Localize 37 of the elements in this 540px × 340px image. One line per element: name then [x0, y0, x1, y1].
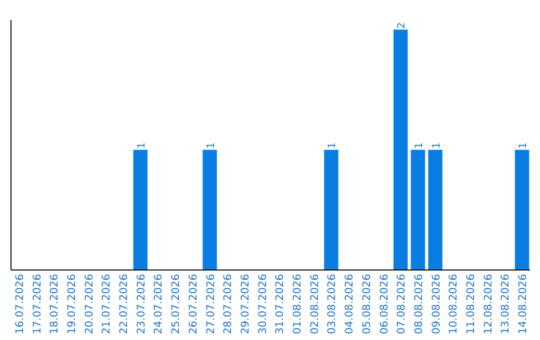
x-tick-label: 22.07.2026: [118, 274, 130, 334]
data-label: 1: [518, 142, 530, 149]
data-label: 1: [206, 142, 217, 149]
x-tick-label: 24.07.2026: [152, 274, 165, 334]
x-tick-label: 04.08.2026: [344, 274, 356, 334]
x-tick-label: 26.07.2026: [187, 274, 200, 334]
x-tick-label: 19.07.2026: [66, 274, 78, 334]
data-label: 1: [136, 142, 148, 149]
x-tick-label: 16.07.2026: [14, 274, 26, 334]
data-label: 1: [431, 142, 442, 149]
x-tick-label: 10.08.2026: [448, 274, 460, 334]
x-tick-label: 08.08.2026: [412, 274, 425, 334]
x-tick-label: 12.08.2026: [482, 274, 494, 334]
x-tick-label: 29.07.2026: [239, 274, 252, 334]
x-tick-label: 31.07.2026: [274, 274, 286, 334]
x-tick-label: 27.07.2026: [204, 274, 217, 334]
x-tick-label: 13.08.2026: [500, 274, 512, 334]
data-label: 1: [327, 142, 338, 149]
data-label: 2: [396, 22, 408, 29]
x-tick-label: 01.08.2026: [292, 274, 304, 334]
x-tick-label: 02.08.2026: [308, 274, 321, 334]
x-tick-label: 07.08.2026: [396, 274, 408, 334]
x-tick-label: 25.07.2026: [170, 274, 182, 334]
x-tick-label: 21.07.2026: [100, 274, 113, 334]
x-tick-label: 09.08.2026: [430, 274, 442, 334]
x-tick-label: 14.08.2026: [517, 274, 530, 334]
data-label: 1: [414, 142, 425, 149]
x-tick-label: 18.07.2026: [48, 274, 61, 334]
x-tick-label: 03.08.2026: [326, 274, 338, 334]
x-tick-label: 23.07.2026: [135, 274, 148, 334]
x-tick-label: 05.08.2026: [360, 274, 373, 334]
x-tick-label: 06.08.2026: [378, 274, 390, 334]
x-tick-label: 17.07.2026: [31, 274, 44, 334]
x-tick-label: 28.07.2026: [222, 274, 234, 334]
x-tick-label: 30.07.2026: [256, 274, 269, 334]
x-tick-label: 20.07.2026: [83, 274, 96, 334]
x-tick-label: 11.08.2026: [464, 274, 477, 334]
